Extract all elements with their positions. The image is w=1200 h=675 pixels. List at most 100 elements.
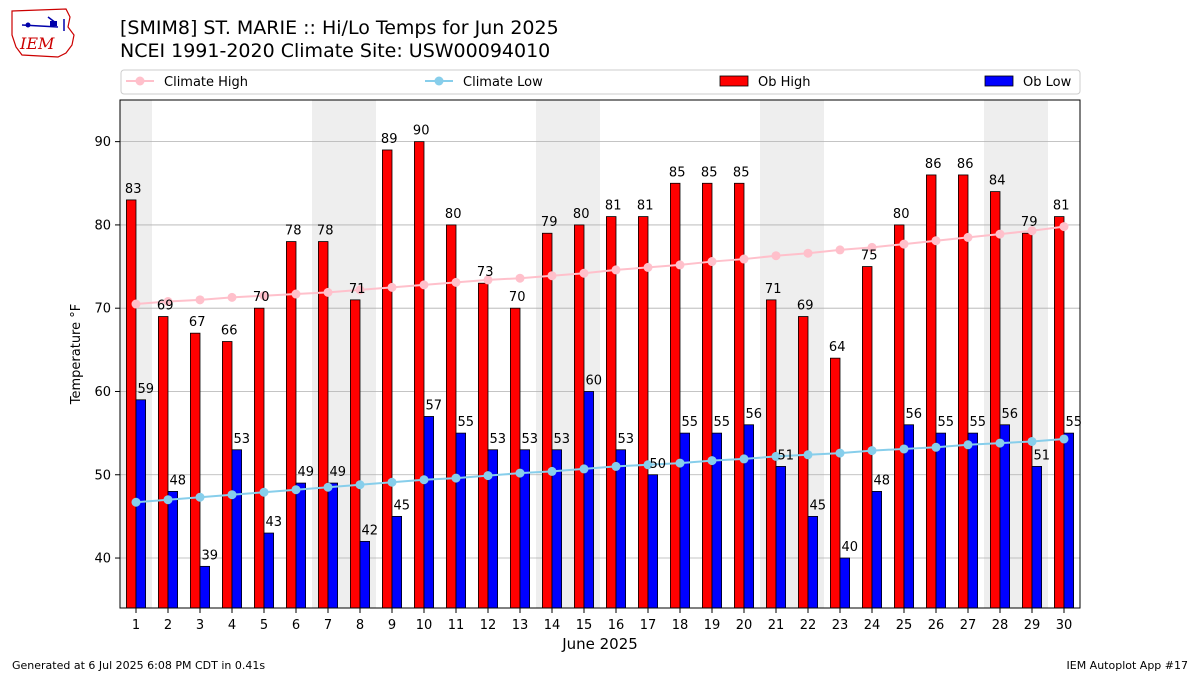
bar-ob-high-day-7 bbox=[317, 241, 329, 609]
label-ob-high-day-25: 80 bbox=[893, 207, 910, 222]
bar-ob-high-day-26 bbox=[926, 174, 937, 609]
bar-ob-high-day-29 bbox=[1022, 232, 1033, 609]
bar-ob-high-day-16 bbox=[606, 216, 617, 609]
climate-high-point-day-17 bbox=[643, 262, 653, 272]
bar-ob-low-day-17 bbox=[647, 474, 659, 609]
label-ob-high-day-16: 81 bbox=[605, 199, 622, 214]
climate-low-point-day-3 bbox=[195, 492, 205, 502]
label-ob-high-day-8: 71 bbox=[349, 282, 366, 297]
bar-ob-low-day-4 bbox=[231, 449, 243, 609]
climate-low-line bbox=[135, 437, 1065, 504]
climate-low-legend-label: Climate Low bbox=[463, 75, 543, 90]
legend-box bbox=[120, 69, 1081, 95]
x-tick-label-1: 1 bbox=[132, 618, 140, 633]
label-ob-high-day-27: 86 bbox=[957, 157, 974, 172]
climate-low-point-day-19 bbox=[707, 456, 717, 466]
bar-ob-high-day-22 bbox=[798, 316, 809, 609]
bar-ob-high-day-30 bbox=[1054, 216, 1065, 609]
climate-high-point-day-5 bbox=[259, 291, 269, 301]
climate-low-point-day-18 bbox=[675, 458, 685, 468]
climate-low-point-day-12 bbox=[483, 471, 493, 481]
climate-low-swatch-marker bbox=[434, 76, 444, 86]
label-ob-low-day-21: 51 bbox=[778, 448, 795, 463]
climate-high-point-day-25 bbox=[899, 239, 909, 249]
label-ob-low-day-13: 53 bbox=[522, 432, 539, 447]
climate-low-point-day-6 bbox=[291, 485, 301, 495]
bar-ob-high-day-8 bbox=[349, 299, 361, 609]
x-tick-label-13: 13 bbox=[512, 618, 529, 633]
climate-low-point-day-9 bbox=[387, 477, 397, 487]
climate-low-point-day-4 bbox=[227, 490, 237, 500]
label-ob-low-day-27: 55 bbox=[970, 415, 987, 430]
label-ob-high-day-30: 81 bbox=[1053, 199, 1070, 214]
x-tick-label-23: 23 bbox=[832, 618, 849, 633]
y-tick-label-90: 90 bbox=[94, 135, 111, 150]
climate-low-point-day-13 bbox=[515, 468, 525, 478]
weekend-shade-day-21 bbox=[760, 100, 792, 608]
label-ob-high-day-24: 75 bbox=[861, 249, 878, 264]
label-ob-low-day-2: 48 bbox=[170, 473, 187, 488]
bar-ob-high-day-12 bbox=[477, 282, 489, 609]
bar-ob-high-day-4 bbox=[221, 341, 233, 609]
x-tick-label-3: 3 bbox=[196, 618, 204, 633]
label-ob-high-day-13: 70 bbox=[509, 290, 526, 305]
bar-ob-low-day-8 bbox=[359, 540, 371, 609]
bar-ob-low-day-11 bbox=[455, 432, 467, 609]
label-ob-high-day-10: 90 bbox=[413, 124, 430, 139]
x-tick-label-22: 22 bbox=[800, 618, 817, 633]
label-ob-high-day-4: 66 bbox=[221, 324, 238, 339]
ob-high-legend-label: Ob High bbox=[758, 75, 811, 90]
climate-high-point-day-4 bbox=[227, 292, 237, 302]
bar-ob-high-day-27 bbox=[958, 174, 969, 609]
bar-ob-high-day-17 bbox=[638, 216, 649, 609]
bar-ob-low-day-5 bbox=[263, 532, 275, 609]
label-ob-low-day-30: 55 bbox=[1066, 415, 1083, 430]
x-tick-label-7: 7 bbox=[324, 618, 332, 633]
climate-high-point-day-14 bbox=[547, 271, 557, 281]
chart-subtitle: NCEI 1991-2020 Climate Site: USW00094010 bbox=[120, 40, 551, 62]
x-tick-label-28: 28 bbox=[992, 618, 1009, 633]
weekend-shade-day-8 bbox=[344, 100, 376, 608]
x-tick-label-10: 10 bbox=[416, 618, 433, 633]
label-ob-low-day-9: 45 bbox=[394, 498, 411, 513]
ob-high-swatch bbox=[719, 75, 749, 87]
climate-low-point-day-22 bbox=[803, 450, 813, 460]
weekend-shade-day-22 bbox=[792, 100, 824, 608]
climate-low-point-day-8 bbox=[355, 480, 365, 490]
x-tick-label-30: 30 bbox=[1056, 618, 1073, 633]
climate-low-point-day-28 bbox=[995, 438, 1005, 448]
climate-low-point-day-10 bbox=[419, 475, 429, 485]
climate-high-point-day-8 bbox=[355, 285, 365, 295]
climate-high-point-day-7 bbox=[323, 287, 333, 297]
climate-high-point-day-19 bbox=[707, 257, 717, 267]
climate-low-point-day-27 bbox=[963, 440, 973, 450]
climate-high-point-day-1 bbox=[131, 299, 141, 309]
bar-ob-high-day-24 bbox=[862, 266, 873, 609]
bar-ob-high-day-11 bbox=[445, 224, 457, 609]
weekend-shade-day-15 bbox=[568, 100, 600, 608]
bar-ob-low-day-13 bbox=[519, 449, 531, 609]
climate-high-point-day-11 bbox=[451, 277, 461, 287]
bar-ob-low-day-14 bbox=[551, 449, 563, 609]
label-ob-high-day-6: 78 bbox=[285, 224, 302, 239]
weekend-shade-day-1 bbox=[120, 100, 152, 608]
bar-ob-low-day-15 bbox=[583, 391, 595, 609]
x-tick-label-20: 20 bbox=[736, 618, 753, 633]
climate-high-swatch-marker bbox=[135, 76, 145, 86]
climate-high-point-day-9 bbox=[387, 282, 397, 292]
bar-ob-high-day-18 bbox=[670, 182, 681, 609]
climate-high-point-day-15 bbox=[579, 268, 589, 278]
bar-ob-low-day-16 bbox=[615, 449, 627, 609]
label-ob-high-day-5: 70 bbox=[253, 290, 270, 305]
bar-ob-high-day-15 bbox=[574, 224, 585, 609]
label-ob-low-day-6: 49 bbox=[298, 465, 315, 480]
label-ob-high-day-2: 69 bbox=[157, 299, 174, 314]
x-tick-label-26: 26 bbox=[928, 618, 945, 633]
label-ob-low-day-26: 55 bbox=[938, 415, 955, 430]
y-axis-label: Temperature °F bbox=[69, 304, 84, 405]
bar-ob-low-day-23 bbox=[839, 557, 851, 609]
climate-low-point-day-21 bbox=[771, 451, 781, 461]
label-ob-low-day-24: 48 bbox=[874, 473, 891, 488]
bar-ob-low-day-24 bbox=[871, 491, 883, 609]
label-ob-low-day-25: 56 bbox=[906, 407, 923, 422]
